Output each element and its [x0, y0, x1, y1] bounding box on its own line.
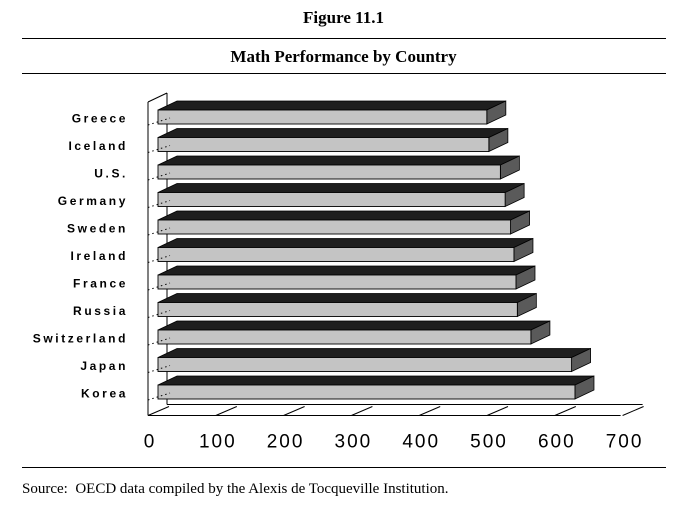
x-axis-ticks: 0 100 200 300 400 500 600 700	[144, 432, 644, 453]
bar-chart: Greece Iceland U.S. Germany Sweden Ireland Fra…	[33, 92, 644, 453]
wall-top-edge	[147, 92, 168, 103]
bar-guide	[147, 145, 171, 153]
bar-front-face	[157, 329, 532, 345]
floor-tick	[351, 406, 373, 416]
bar-japan	[147, 347, 591, 373]
x-tick-label: 400	[402, 432, 440, 453]
bar-front-face	[157, 274, 517, 290]
category-label-sweden: Sweden	[67, 222, 128, 236]
category-label-france: France	[73, 277, 128, 291]
bar-front-face	[157, 109, 488, 125]
category-label-greece: Greece	[72, 112, 128, 126]
bar-top-face	[157, 100, 507, 111]
bar-guide	[147, 282, 171, 291]
bar-guide	[147, 310, 171, 318]
bar-top-face	[157, 293, 537, 303]
bar-korea	[147, 375, 595, 401]
bar-front-face	[157, 219, 512, 235]
x-tick-label: 0	[144, 432, 157, 453]
category-label-switzerland: Switzerland	[33, 332, 128, 346]
floor-tick	[554, 406, 576, 416]
floor-tick	[215, 406, 237, 416]
bar-guide	[147, 227, 171, 236]
bar-top-face	[157, 155, 520, 166]
category-label-ireland: Ireland	[70, 249, 128, 263]
bar-front-face	[157, 192, 506, 207]
category-labels: Greece Iceland U.S. Germany Sweden Ireland Fra…	[33, 112, 128, 401]
bar-u-s	[147, 155, 520, 181]
floor-tick	[147, 406, 170, 416]
x-tick-label: 300	[335, 432, 373, 453]
bar-guide	[147, 172, 171, 181]
source-note: Source: OECD data compiled by the Alexis…	[22, 481, 449, 497]
chart-title: Math Performance by Country	[230, 47, 457, 66]
bar-germany	[147, 182, 525, 208]
bar-sweden	[147, 210, 530, 236]
floor-tick	[486, 406, 509, 416]
category-label-u-s: U.S.	[94, 167, 128, 181]
bar-russia	[147, 292, 537, 318]
bar-switzerland	[147, 320, 551, 346]
bar-top-face	[157, 320, 551, 331]
bar-front-face	[157, 164, 501, 180]
bar-front-face	[157, 384, 576, 400]
category-label-germany: Germany	[58, 194, 128, 208]
floor-tick	[283, 406, 305, 416]
category-label-korea: Korea	[81, 387, 128, 401]
bar-guide	[147, 200, 171, 208]
bar-front-face	[157, 302, 518, 317]
bar-top-face	[157, 348, 591, 358]
bar-guide	[147, 392, 171, 401]
bar-top-face	[157, 210, 530, 221]
top-rule	[22, 38, 666, 39]
x-tick-label: 700	[606, 432, 644, 453]
x-tick-label: 500	[470, 432, 508, 453]
bar-top-face	[157, 375, 595, 386]
bar-top-face	[157, 265, 536, 276]
bar-series	[147, 100, 595, 401]
floor-tick	[622, 406, 644, 416]
category-label-iceland: Iceland	[68, 139, 128, 153]
bar-guide	[147, 365, 171, 373]
bottom-rule	[22, 467, 666, 468]
figure-label: Figure 11.1	[303, 8, 384, 27]
bar-guide	[147, 255, 171, 263]
bar-guide	[147, 337, 171, 346]
floor-tick	[419, 406, 441, 416]
x-tick-label: 200	[267, 432, 305, 453]
category-label-japan: Japan	[80, 359, 128, 373]
bar-top-face	[157, 238, 534, 248]
bar-front-face	[157, 137, 490, 152]
x-tick-label: 600	[538, 432, 576, 453]
bar-iceland	[147, 127, 509, 153]
bar-front-face	[157, 247, 515, 262]
bar-top-face	[157, 128, 509, 138]
title-rule	[22, 73, 666, 74]
x-tick-label: 100	[199, 432, 237, 453]
bar-ireland	[147, 237, 534, 263]
bar-greece	[147, 100, 507, 126]
category-label-russia: Russia	[73, 304, 128, 318]
bar-top-face	[157, 183, 525, 193]
bar-france	[147, 265, 536, 291]
bar-front-face	[157, 357, 573, 372]
bar-guide	[147, 117, 171, 126]
